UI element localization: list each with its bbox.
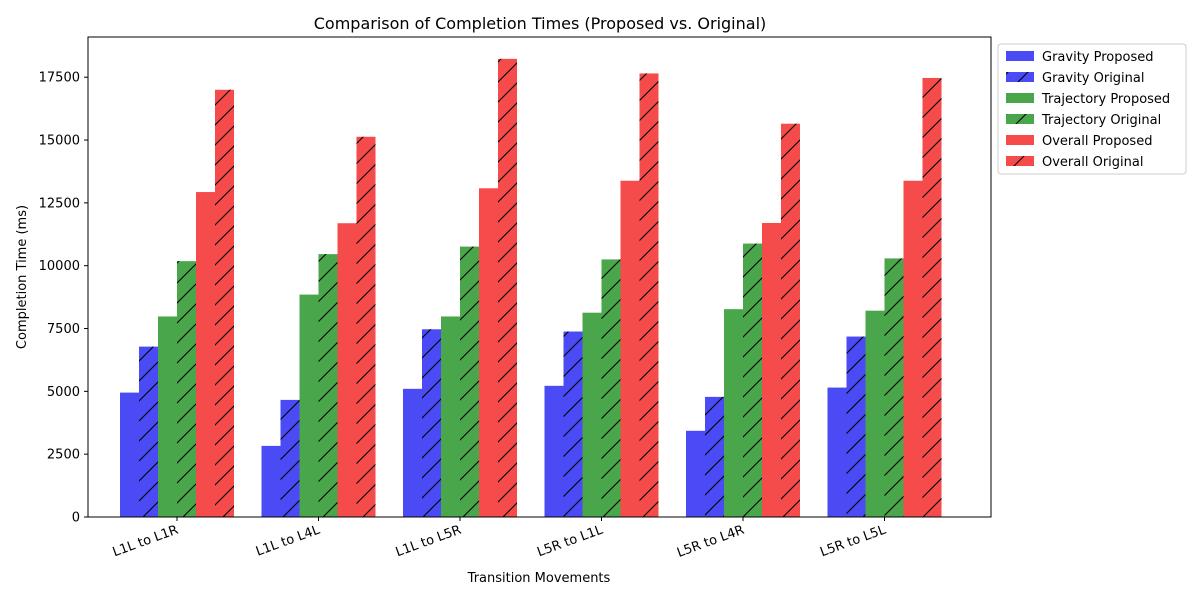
bar-hatch-trajectory-original-2 (460, 246, 479, 518)
bar-hatch-gravity-original-1 (280, 399, 300, 517)
legend-swatch-hatch-3 (1006, 114, 1034, 124)
y-tick-label-2: 5000 (47, 385, 80, 400)
legend-swatch-4 (1006, 135, 1034, 145)
plot-frame (87, 36, 992, 518)
x-axis-label: Transition Movements (467, 571, 611, 586)
x-tick-label-2: L1L to L5R (394, 523, 464, 561)
bar-trajectory-proposed-5 (865, 310, 885, 517)
chart-title: Comparison of Completion Times (Proposed… (314, 14, 767, 33)
x-tick-label-3: L5R to L1L (535, 522, 605, 560)
y-axis: 0 2500 5000 7500 10000 12500 15000 17500 (39, 71, 88, 526)
legend-swatch-2 (1006, 93, 1034, 103)
bar-hatch-overall-original-1 (356, 136, 376, 517)
x-axis: L1L to L1R L1L to L4L L1L to L5R L5R to L1L… (111, 517, 889, 561)
y-tick-label-0: 0 (72, 511, 80, 526)
legend-label-0: Gravity Proposed (1042, 50, 1153, 65)
bar-trajectory-proposed-0 (158, 316, 177, 517)
legend-label-1: Gravity Original (1042, 71, 1144, 86)
bar-gravity-proposed-5 (827, 387, 847, 517)
legend-swatch-hatch-1 (1006, 72, 1034, 82)
bar-gravity-proposed-0 (120, 392, 139, 517)
bar-trajectory-proposed-3 (582, 312, 602, 517)
legend-frame (997, 43, 1187, 175)
y-tick-label-6: 15000 (39, 134, 80, 149)
bar-hatch-gravity-original-0 (139, 346, 158, 517)
bar-hatch-trajectory-original-4 (743, 243, 762, 517)
y-tick-label-5: 12500 (39, 196, 80, 211)
bar-hatch-gravity-original-2 (422, 329, 441, 517)
y-tick-label-4: 10000 (39, 259, 80, 274)
bar-hatch-trajectory-original-5 (884, 258, 904, 517)
bars-group (120, 58, 942, 518)
legend-label-4: Overall Proposed (1042, 134, 1152, 149)
bar-trajectory-proposed-1 (299, 294, 319, 517)
bar-hatch-trajectory-original-0 (177, 261, 196, 517)
x-tick-label-0: L1L to L1R (111, 523, 181, 561)
bar-hatch-overall-original-0 (215, 89, 234, 517)
bar-overall-proposed-0 (196, 192, 215, 517)
x-tick-label-5: L5R to L5L (818, 522, 888, 560)
bar-hatch-overall-original-2 (498, 58, 517, 518)
bar-hatch-gravity-original-3 (563, 331, 583, 517)
bar-hatch-trajectory-original-1 (318, 254, 338, 517)
legend-label-2: Trajectory Proposed (1041, 92, 1170, 107)
bar-overall-proposed-3 (620, 180, 640, 517)
legend-swatch-0 (1006, 51, 1034, 61)
bar-overall-proposed-2 (479, 188, 498, 517)
y-tick-label-1: 2500 (47, 448, 80, 463)
bar-hatch-overall-original-5 (922, 77, 942, 517)
bar-hatch-overall-original-3 (639, 73, 659, 517)
bar-overall-proposed-1 (337, 223, 357, 517)
bar-trajectory-proposed-2 (441, 316, 460, 517)
bar-overall-proposed-5 (903, 180, 923, 517)
x-tick-label-4: L5R to L4R (675, 523, 746, 561)
legend-label-3: Trajectory Original (1041, 113, 1161, 128)
bar-overall-proposed-4 (762, 222, 781, 518)
legend: Gravity Proposed Gravity Original Trajecto… (997, 43, 1187, 175)
legend-swatch-hatch-5 (1006, 156, 1034, 166)
bar-hatch-gravity-original-5 (846, 336, 866, 517)
bar-trajectory-proposed-4 (724, 309, 743, 517)
y-tick-label-3: 7500 (47, 322, 80, 337)
bar-hatch-trajectory-original-3 (601, 259, 621, 517)
bar-gravity-proposed-3 (544, 385, 564, 517)
y-axis-label: Completion Time (ms) (15, 205, 30, 349)
legend-label-5: Overall Original (1042, 155, 1143, 170)
x-tick-label-1: L1L to L4L (254, 522, 323, 559)
bar-gravity-proposed-4 (686, 430, 705, 517)
bar-gravity-proposed-2 (403, 388, 422, 517)
y-tick-label-7: 17500 (39, 71, 80, 86)
bar-gravity-proposed-1 (261, 445, 281, 517)
bar-hatch-gravity-original-4 (705, 396, 724, 517)
bar-hatch-overall-original-4 (781, 123, 800, 517)
